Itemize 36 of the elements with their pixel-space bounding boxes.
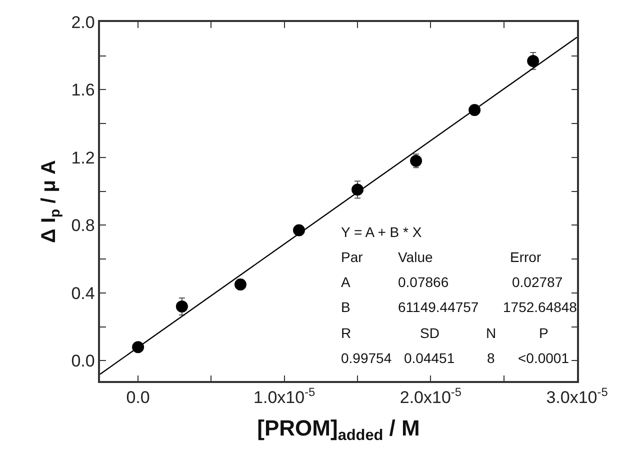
annotation: Par bbox=[341, 249, 364, 265]
annotation: 0.04451 bbox=[404, 350, 455, 366]
y-tick-label: 0.4 bbox=[71, 284, 95, 303]
annotation: P bbox=[539, 325, 548, 341]
point bbox=[176, 300, 188, 312]
y-tick-label: 0.0 bbox=[71, 352, 95, 371]
x-tick-label: 2.0x10$^{-5}$ bbox=[400, 385, 462, 408]
point bbox=[234, 278, 246, 290]
x-tick-label: 0.0 bbox=[126, 388, 150, 408]
annotation: Y = A + B * X bbox=[341, 224, 422, 240]
x-axis-title: [PROM]$_{added}$ / M bbox=[257, 416, 420, 444]
annotation: 0.99754 bbox=[341, 350, 392, 366]
annotation: R bbox=[341, 325, 352, 341]
annotation: Value bbox=[398, 249, 433, 265]
annotation: 8 bbox=[487, 350, 495, 366]
annotation: 0.02787 bbox=[512, 274, 563, 290]
point bbox=[410, 154, 422, 167]
annotation: B bbox=[341, 299, 350, 315]
annotation: SD bbox=[420, 325, 440, 341]
annotation: N bbox=[486, 325, 496, 341]
point bbox=[132, 341, 144, 354]
point bbox=[292, 224, 305, 236]
y-tick-label: 1.6 bbox=[71, 80, 95, 100]
annotation: A bbox=[341, 274, 351, 290]
annotation: 61149.44757 bbox=[398, 299, 479, 315]
annotation: 0.07866 bbox=[398, 274, 449, 290]
point bbox=[468, 104, 481, 116]
y-tick-label: 2.0 bbox=[71, 12, 95, 32]
x-tick-label: 1.0x10$^{-5}$ bbox=[254, 385, 316, 408]
y-tick-label: 1.2 bbox=[71, 148, 95, 168]
annotation: <0.0001 bbox=[518, 350, 570, 366]
x-tick-label: 3.0x10$^{-5}$ bbox=[546, 385, 608, 408]
annotation: 1752.64848 bbox=[503, 299, 578, 315]
point bbox=[527, 54, 540, 67]
annotation: Error bbox=[510, 249, 542, 265]
y-tick-label: 0.8 bbox=[71, 216, 95, 236]
